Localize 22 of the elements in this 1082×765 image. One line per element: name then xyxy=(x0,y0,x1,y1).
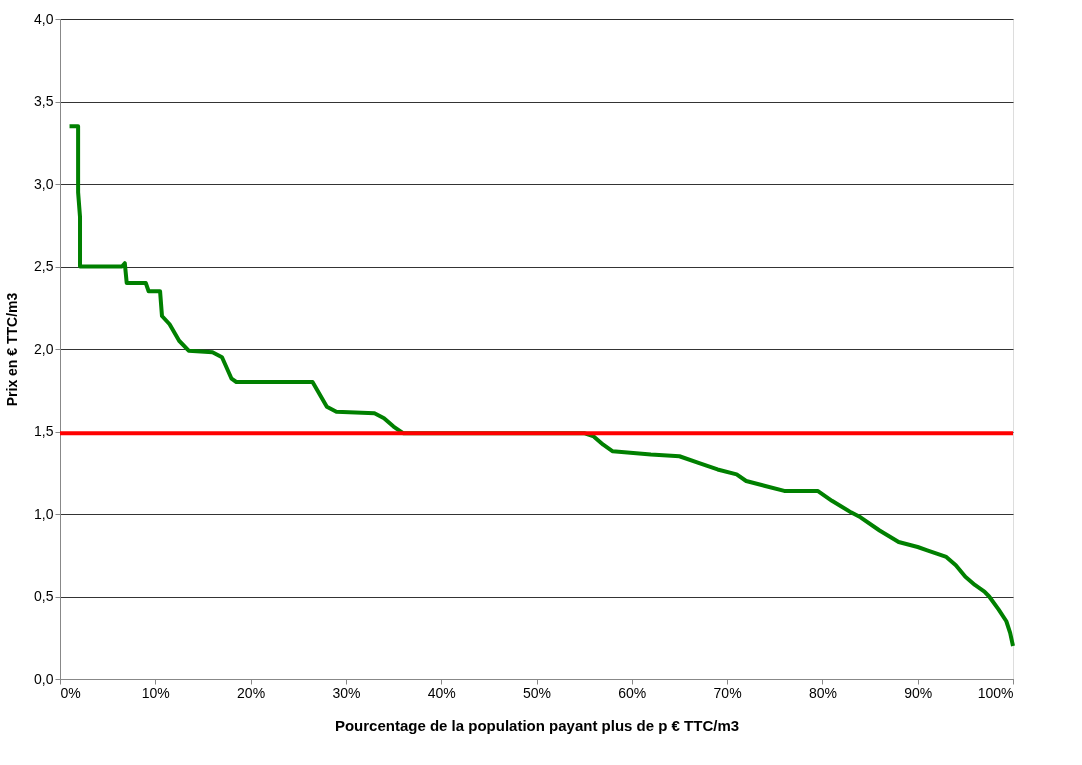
y-axis-title: Prix en € TTC/m3 xyxy=(4,292,21,407)
x-tick-label: 60% xyxy=(618,684,647,701)
y-tick-label: 1,5 xyxy=(34,423,54,439)
y-tick-label: 3,5 xyxy=(34,93,54,109)
y-tick-label: 0,5 xyxy=(34,588,54,604)
y-tick-label: 0,0 xyxy=(34,670,54,687)
x-tick-label: 20% xyxy=(237,684,266,701)
x-tick-label: 70% xyxy=(713,684,742,701)
x-tick-label: 0% xyxy=(60,684,81,701)
x-axis-title: Pourcentage de la population payant plus de p € TTC/m3 xyxy=(334,716,740,734)
y-tick-label: 4,0 xyxy=(34,10,54,27)
x-tick-label: 50% xyxy=(522,684,552,701)
y-tick-label: 3,0 xyxy=(34,175,54,192)
y-tick-label: 1,0 xyxy=(34,505,54,522)
x-tick-label: 30% xyxy=(332,684,361,701)
x-tick-label: 10% xyxy=(141,684,170,701)
x-tick-label: 80% xyxy=(808,684,837,701)
x-tick-label: 100% xyxy=(977,684,1014,701)
y-tick-label: 2,0 xyxy=(34,340,54,357)
y-tick-label: 2,5 xyxy=(34,258,54,274)
x-tick-label: 90% xyxy=(904,684,933,701)
x-tick-label: 40% xyxy=(427,684,456,701)
